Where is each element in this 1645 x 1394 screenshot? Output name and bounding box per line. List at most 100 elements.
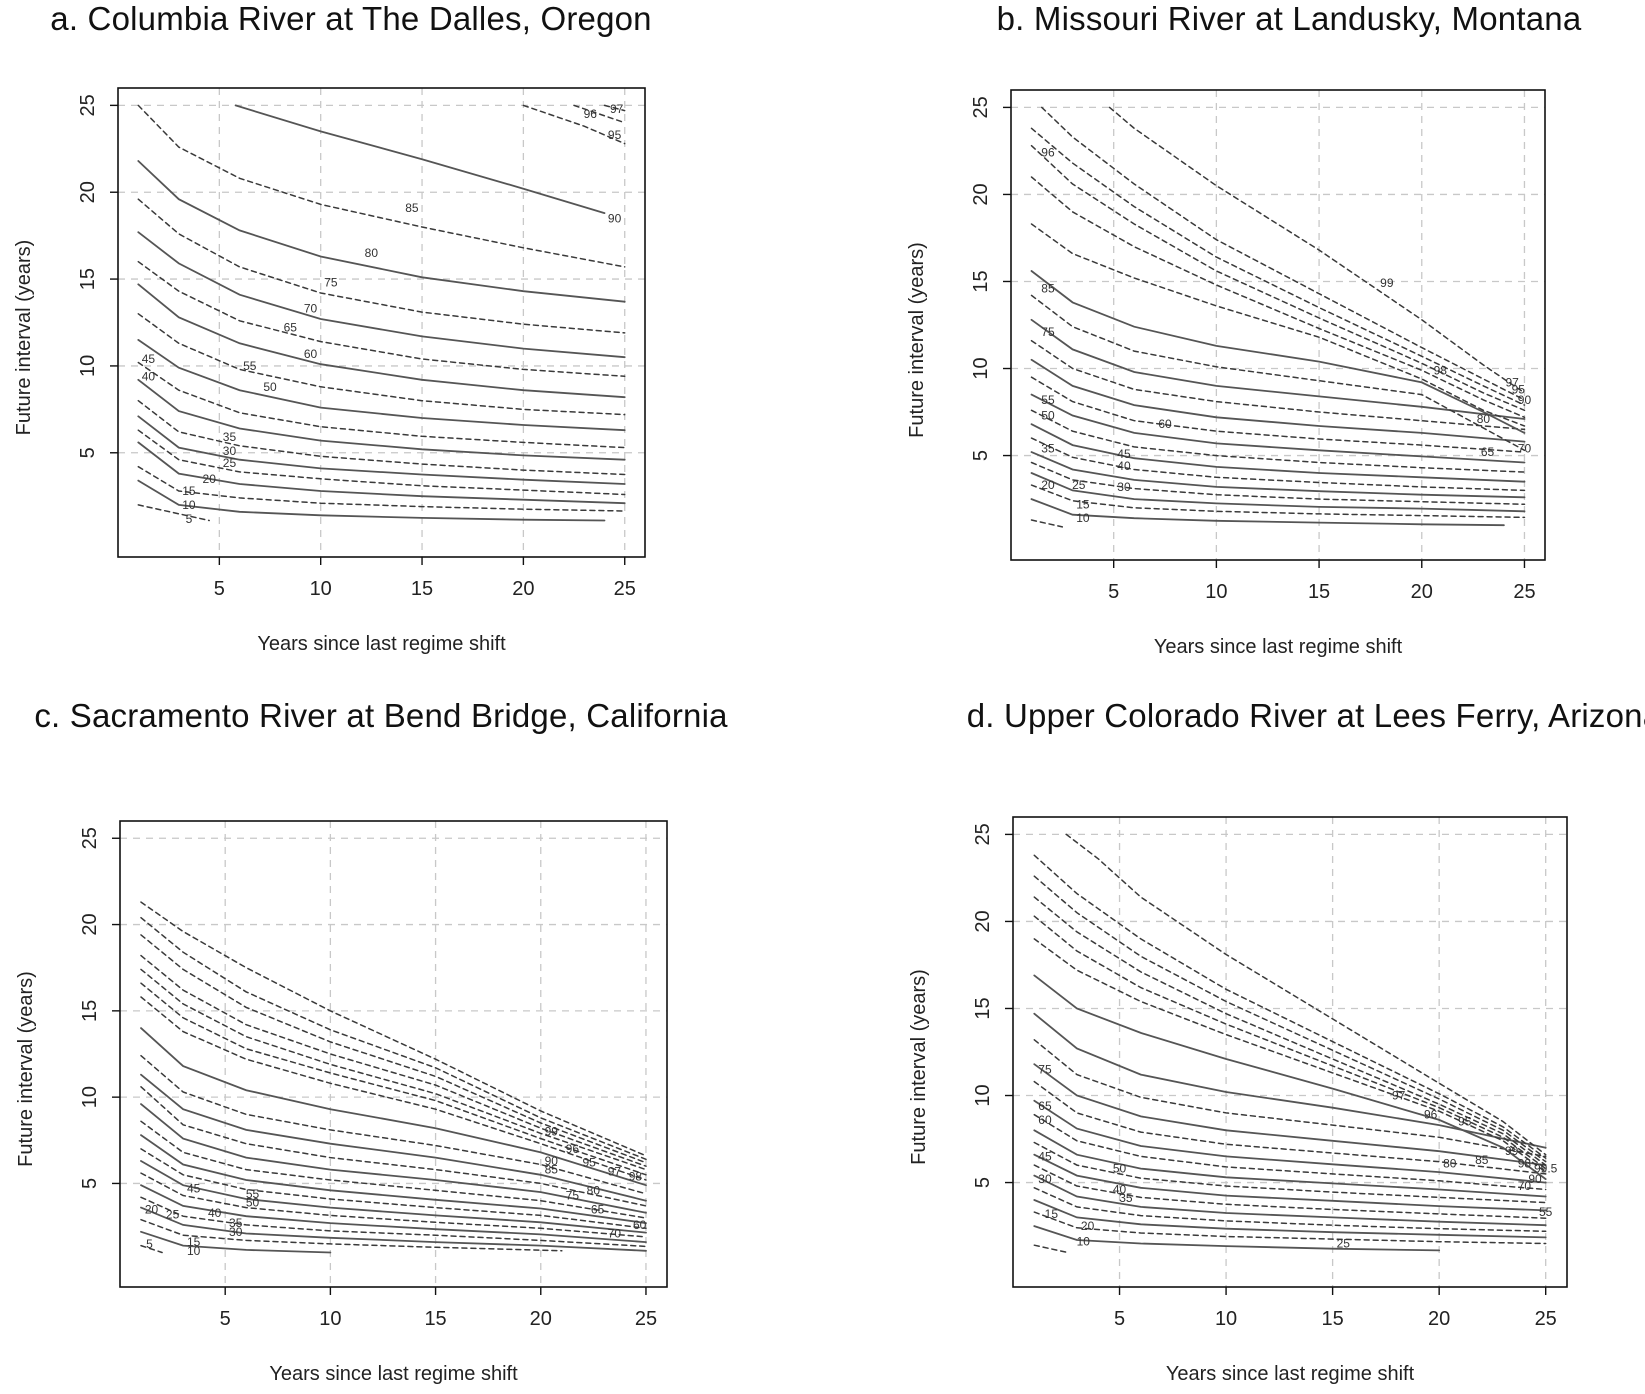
contour-line-90 — [1030, 223, 1526, 427]
grid — [120, 821, 667, 1287]
plot-frame — [1010, 89, 1546, 561]
contour-label: 15 — [187, 1235, 201, 1249]
contour-label: 90 — [1518, 393, 1532, 407]
contour-line-80 — [1030, 294, 1526, 452]
x-tick-label: 5 — [1114, 1308, 1125, 1330]
contour-line-30 — [1030, 461, 1526, 506]
contour-label: 95 — [1458, 1115, 1472, 1129]
x-tick-label: 15 — [1308, 581, 1330, 603]
x-tick-label: 5 — [1108, 581, 1119, 603]
y-tick-label: 10 — [972, 1084, 994, 1106]
contour-line-75 — [137, 198, 626, 334]
contour-line-97 — [1030, 127, 1526, 406]
x-tick-label: 10 — [319, 1308, 341, 1330]
contour-label: 70 — [304, 302, 318, 316]
contour-line-75 — [1033, 1063, 1547, 1166]
contour-label: 85 — [545, 1163, 559, 1177]
x-tick-label: 20 — [530, 1308, 552, 1330]
contour-line-75 — [140, 1054, 647, 1195]
contour-label: 80 — [1443, 1156, 1457, 1170]
contour-line-60 — [1033, 1113, 1547, 1191]
contour-line-95 — [1033, 938, 1547, 1173]
panel-title: c. Sacramento River at Bend Bridge, Cali… — [34, 697, 728, 734]
contour-line-35 — [137, 399, 626, 476]
contour-label: 60 — [633, 1218, 647, 1232]
y-tick-label: 15 — [970, 270, 992, 292]
contour-line-99 — [1108, 106, 1526, 394]
grid — [1011, 90, 1545, 560]
contour-line-10 — [140, 1230, 332, 1254]
contour-line-35 — [140, 1172, 647, 1238]
x-tick-label: 10 — [310, 578, 332, 600]
contour-line-70 — [137, 231, 626, 359]
contour-line-85 — [1033, 1012, 1547, 1149]
contour-label: 80 — [1477, 412, 1491, 426]
contour-label: 90 — [608, 211, 622, 225]
contour-label: 65 — [1038, 1099, 1052, 1113]
contour-label: 40 — [142, 369, 156, 383]
contour-line-50 — [1030, 409, 1526, 473]
x-tick-label: 20 — [1428, 1308, 1450, 1330]
contour-line-45 — [140, 1148, 647, 1230]
contour-line-65 — [1030, 358, 1526, 443]
x-tick-label: 15 — [424, 1308, 446, 1330]
contour-label: 99.5 — [1534, 1162, 1558, 1176]
contour-line-60 — [137, 283, 626, 399]
y-axis-label: Future interval (years) — [908, 969, 930, 1165]
contour-label: 5 — [146, 1237, 153, 1251]
contour-line-40 — [1033, 1164, 1547, 1219]
contour-label: 65 — [284, 321, 298, 335]
y-tick-label: 25 — [77, 94, 99, 116]
contour-line-25 — [137, 429, 626, 496]
contour-line-80 — [140, 1027, 647, 1187]
x-tick-label: 25 — [635, 1308, 657, 1330]
panel-title: d. Upper Colorado River at Lees Ferry, A… — [966, 697, 1645, 734]
contour-label: 95 — [608, 128, 622, 142]
y-tick-label: 5 — [972, 1177, 994, 1188]
x-tick-label: 15 — [411, 578, 433, 600]
panel-a: a. Columbia River at The Dalles, Oregon … — [0, 0, 822, 697]
contour-line-95 — [140, 968, 647, 1171]
contour-label: 90 — [1528, 1172, 1542, 1186]
y-tick-label: 10 — [970, 357, 992, 379]
contour-line-70 — [140, 1073, 647, 1202]
contour-line-90 — [234, 104, 606, 214]
y-tick-label: 20 — [972, 910, 994, 932]
contour-label: 85 — [405, 201, 419, 215]
contour-line-15 — [140, 1218, 563, 1252]
contour-line-85 — [140, 996, 647, 1181]
contour-label: 70 — [1518, 442, 1532, 456]
y-tick-label: 20 — [79, 913, 101, 935]
contour-line-96 — [573, 104, 626, 124]
grid — [118, 88, 645, 557]
contour-line-70 — [1033, 1080, 1547, 1175]
contour-line-90 — [1033, 974, 1547, 1180]
y-axis-label: Future interval (years) — [15, 971, 37, 1167]
plot-frame — [119, 820, 668, 1288]
contour-line-95 — [522, 104, 626, 145]
contour-line-10 — [137, 479, 606, 522]
contour-line-25 — [1033, 1199, 1547, 1239]
x-tick-label: 5 — [214, 578, 225, 600]
contour-label: 45 — [1117, 447, 1131, 461]
contour-label: 75 — [324, 276, 338, 290]
contour-line-40 — [137, 378, 626, 461]
contour-line-45 — [137, 361, 626, 449]
x-axis-label: Years since last regime shift — [1154, 636, 1403, 658]
contour-label: 97 — [608, 1164, 622, 1178]
y-tick-label: 5 — [79, 1178, 101, 1189]
contour-line-65 — [1033, 1099, 1547, 1184]
contour-label: 40 — [208, 1206, 222, 1220]
contour-label: 30 — [1117, 480, 1131, 494]
x-tick-label: 25 — [614, 578, 636, 600]
y-tick-label: 20 — [970, 183, 992, 205]
contour-label: 40 — [1117, 459, 1131, 473]
contour-line-99 — [1033, 854, 1547, 1159]
contour-line-20 — [1030, 484, 1526, 519]
contour-label: 65 — [1481, 445, 1495, 459]
contour-label: 96 — [584, 107, 598, 121]
contour-line-96 — [1033, 915, 1547, 1170]
contour-line-45 — [1033, 1153, 1547, 1212]
contour-label: 5 — [186, 512, 193, 526]
